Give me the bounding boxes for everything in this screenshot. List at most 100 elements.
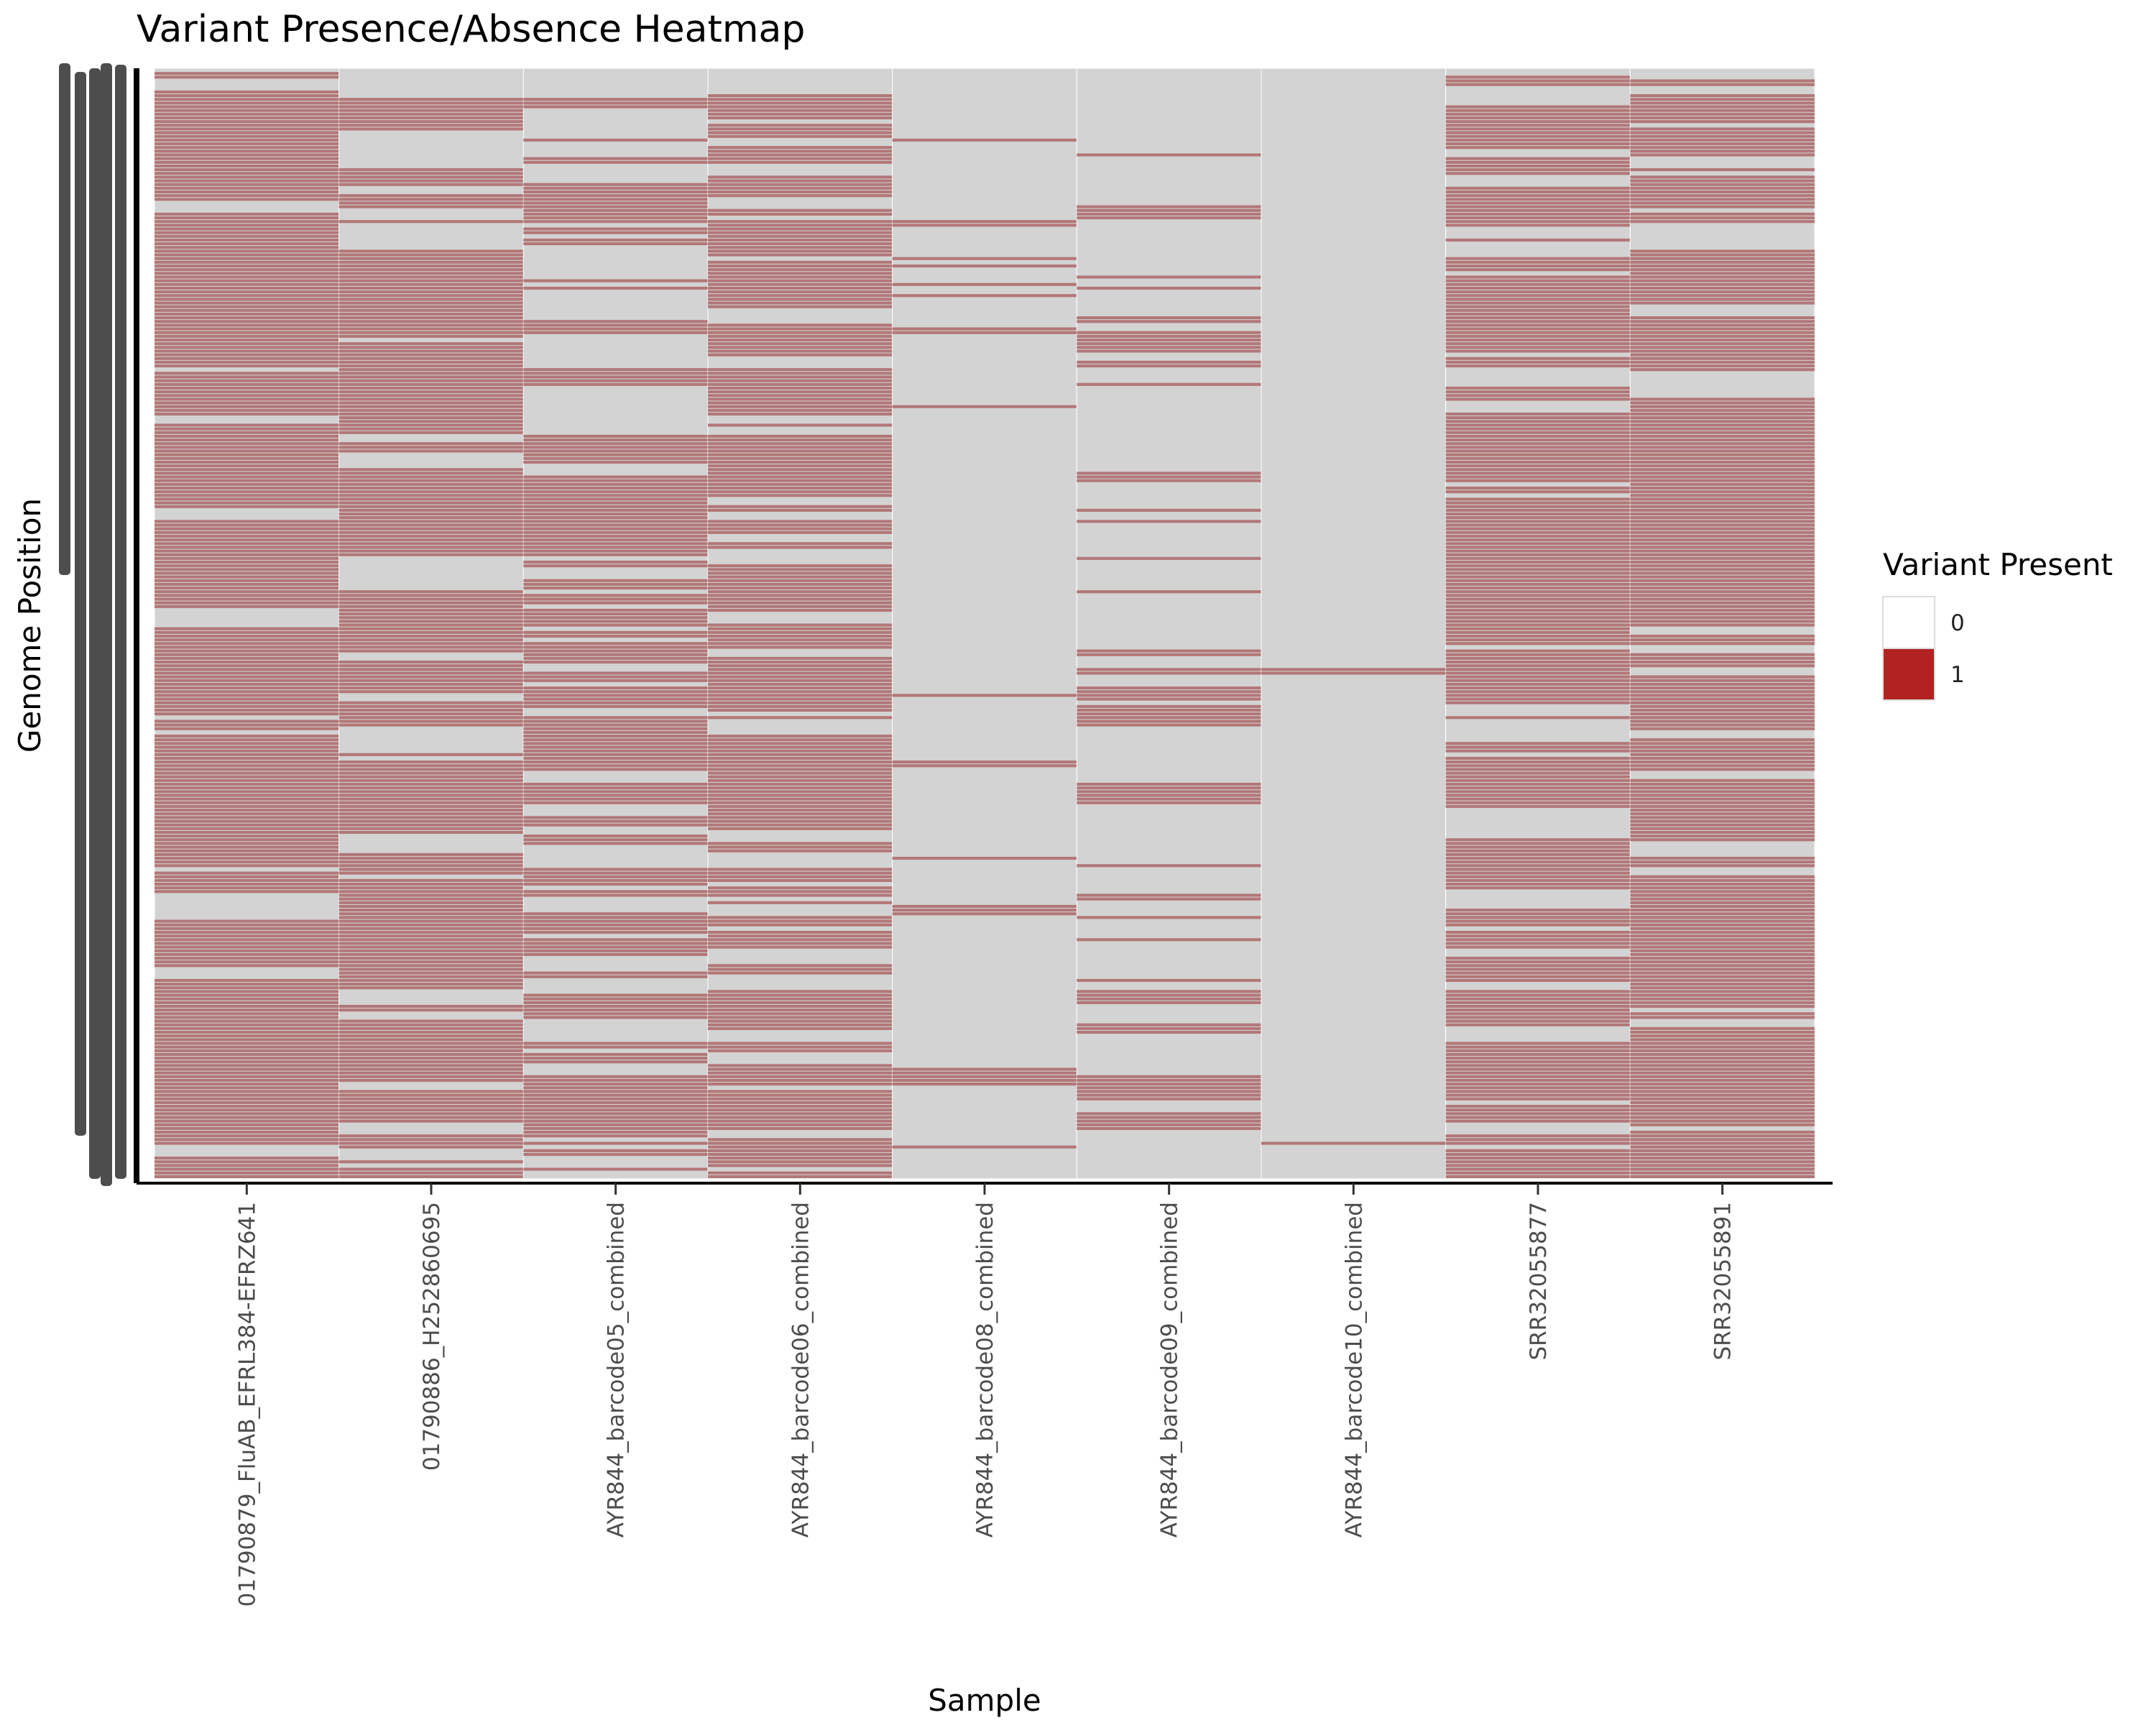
heatmap-cell xyxy=(1630,1001,1815,1004)
heatmap-cell xyxy=(1445,553,1631,556)
heatmap-cell xyxy=(892,909,1077,912)
heatmap-cell xyxy=(1630,79,1815,83)
heatmap-cell xyxy=(1445,1175,1631,1178)
heatmap-cell xyxy=(155,438,339,442)
heatmap-cell xyxy=(523,101,708,105)
heatmap-cell xyxy=(1077,472,1261,475)
heatmap-cell xyxy=(338,323,524,327)
heatmap-cell xyxy=(338,823,524,827)
heatmap-cell xyxy=(155,809,339,812)
heatmap-cell xyxy=(708,382,893,386)
heatmap-cell xyxy=(523,971,708,975)
heatmap-cell xyxy=(155,372,339,375)
heatmap-cell xyxy=(338,1116,524,1119)
heatmap-cell xyxy=(1445,146,1631,150)
heatmap-cell xyxy=(338,334,524,338)
heatmap-cell xyxy=(1630,712,1815,716)
heatmap-cell xyxy=(708,942,893,945)
heatmap-cell xyxy=(708,160,893,164)
heatmap-cell xyxy=(155,1167,339,1171)
heatmap-cell xyxy=(1630,472,1815,475)
heatmap-cell xyxy=(1077,342,1261,346)
heatmap-cell xyxy=(155,875,339,878)
heatmap-cell xyxy=(1445,878,1631,882)
y-tick-label-cluster xyxy=(101,63,112,1186)
heatmap-cell xyxy=(1445,864,1631,868)
heatmap-cell xyxy=(1445,756,1631,760)
heatmap-cell xyxy=(523,208,708,212)
heatmap-cell xyxy=(1630,497,1815,501)
heatmap-cell xyxy=(1630,1112,1815,1116)
heatmap-cell xyxy=(155,134,339,138)
heatmap-cell xyxy=(155,138,339,142)
heatmap-cell xyxy=(1445,497,1631,501)
heatmap-cell xyxy=(892,764,1077,768)
heatmap-cell xyxy=(1630,904,1815,909)
heatmap-cell xyxy=(155,649,339,653)
heatmap-cell xyxy=(338,856,524,860)
heatmap-cell xyxy=(1077,723,1261,727)
heatmap-cell xyxy=(155,568,339,571)
heatmap-cell xyxy=(1445,397,1631,401)
heatmap-cell xyxy=(708,150,893,153)
heatmap-cell xyxy=(155,804,339,808)
heatmap-cell xyxy=(338,753,524,756)
heatmap-cell xyxy=(155,94,339,98)
heatmap-cell xyxy=(892,282,1077,286)
heatmap-cell xyxy=(155,124,339,127)
heatmap-column xyxy=(892,68,1077,1180)
heatmap-cell xyxy=(523,816,708,819)
heatmap-cell xyxy=(155,323,339,327)
heatmap-cell xyxy=(1630,661,1815,664)
heatmap-cell xyxy=(155,983,339,986)
heatmap-cell xyxy=(155,220,339,224)
heatmap-cell xyxy=(338,1090,524,1093)
heatmap-cell xyxy=(1630,216,1815,220)
heatmap-cell xyxy=(1630,1108,1815,1112)
heatmap-cell xyxy=(155,827,339,830)
heatmap-cell xyxy=(1445,186,1631,190)
heatmap-cell xyxy=(1630,1086,1815,1090)
heatmap-cell xyxy=(155,282,339,286)
heatmap-cell xyxy=(1630,260,1815,264)
heatmap-cell xyxy=(1630,194,1815,198)
heatmap-cell xyxy=(338,812,524,816)
heatmap-cell xyxy=(1630,964,1815,968)
heatmap-cell xyxy=(1445,312,1631,316)
heatmap-cell xyxy=(708,98,893,101)
heatmap-cell xyxy=(708,212,893,216)
heatmap-cell xyxy=(155,394,339,397)
heatmap-cell xyxy=(523,1090,708,1093)
heatmap-cell xyxy=(523,190,708,194)
heatmap-cell xyxy=(708,464,893,468)
heatmap-cell xyxy=(523,1123,708,1126)
heatmap-cell xyxy=(1630,816,1815,819)
heatmap-cell xyxy=(708,1116,893,1119)
heatmap-cell xyxy=(708,797,893,801)
heatmap-cell xyxy=(155,656,339,660)
heatmap-cell xyxy=(155,668,339,671)
heatmap-cell xyxy=(155,127,339,131)
heatmap-cell xyxy=(523,1008,708,1012)
heatmap-cell xyxy=(708,523,893,527)
heatmap-cell xyxy=(708,479,893,482)
heatmap-cell xyxy=(1077,897,1261,901)
heatmap-cell xyxy=(708,916,893,919)
heatmap-cell xyxy=(338,1112,524,1116)
heatmap-cell xyxy=(155,638,339,642)
heatmap-cell xyxy=(1077,1097,1261,1100)
heatmap-cell xyxy=(1630,272,1815,275)
heatmap-cell xyxy=(155,183,339,186)
heatmap-cell xyxy=(1630,697,1815,701)
heatmap-cell xyxy=(155,1045,339,1049)
heatmap-cell xyxy=(338,686,524,690)
heatmap-cell xyxy=(892,694,1077,697)
heatmap-cell xyxy=(523,505,708,508)
heatmap-cell xyxy=(708,1042,893,1045)
heatmap-cell xyxy=(1077,1093,1261,1097)
heatmap-cell xyxy=(1445,938,1631,942)
heatmap-cell xyxy=(1445,534,1631,538)
heatmap-cell xyxy=(155,349,339,353)
heatmap-cell xyxy=(155,883,339,886)
heatmap-cell xyxy=(708,1126,893,1131)
